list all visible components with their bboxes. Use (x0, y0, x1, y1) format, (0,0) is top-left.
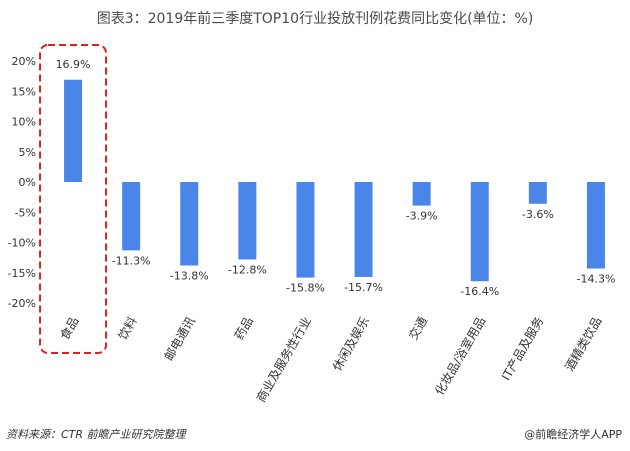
data-label: -14.3% (576, 273, 615, 286)
x-tick-label: 化妆品/浴室用品 (431, 314, 488, 398)
bar (470, 182, 489, 282)
data-label: -15.7% (344, 281, 383, 294)
chart-title: 图表3：2019年前三季度TOP10行业投放刊例花费同比变化(单位：%) (96, 11, 534, 27)
y-tick-label: 5% (19, 146, 36, 159)
bar (528, 182, 547, 204)
bar (64, 79, 83, 182)
y-axis: 20% 15% 10% 5% 0% -5% -10% -15% -20% (8, 55, 36, 310)
x-tick-label: 休闲及娱乐 (330, 315, 372, 374)
x-tick-label: IT产品及服务 (498, 314, 546, 383)
x-tick-label: 药品 (232, 315, 256, 343)
bar (238, 182, 257, 260)
y-tick-label: -10% (8, 237, 36, 250)
data-label: -3.6% (522, 208, 554, 221)
bar (180, 182, 199, 266)
data-label: -12.8% (228, 263, 267, 276)
bars (64, 79, 605, 282)
data-label: 16.9% (56, 58, 91, 71)
source-note: 资料来源：CTR 前瞻产业研究院整理 (6, 428, 186, 441)
brand-credit: @前瞻经济学人APP (524, 428, 622, 441)
y-tick-label: 20% (12, 55, 36, 68)
y-tick-label: 0% (19, 176, 36, 189)
bar (122, 182, 141, 251)
y-tick-label: -5% (15, 206, 36, 219)
y-tick-label: -15% (8, 267, 36, 280)
y-tick-label: 15% (12, 85, 36, 98)
highlight-box (39, 44, 108, 354)
y-tick-label: -20% (8, 297, 36, 310)
bar (354, 182, 373, 277)
x-tick-label: 邮电通讯 (162, 315, 198, 364)
x-tick-label: 食品 (57, 314, 82, 342)
data-label: -11.3% (112, 254, 151, 267)
bar (586, 182, 605, 269)
value-labels: 16.9% -11.3% -13.8% -12.8% -15.8% -15.7% -3.9%… (56, 58, 616, 298)
x-tick-label: 酒精类饮品 (562, 315, 604, 374)
x-tick-label: 交通 (405, 314, 430, 342)
y-tick-label: 10% (12, 116, 36, 129)
bar (296, 182, 315, 278)
data-label: -13.8% (170, 269, 209, 282)
x-tick-label: 商业及服务性行业 (253, 314, 314, 405)
bar (412, 182, 431, 206)
data-label: -15.8% (286, 282, 325, 295)
data-label: -16.4% (460, 285, 499, 298)
data-label: -3.9% (406, 210, 438, 223)
x-tick-label: 饮料 (116, 315, 140, 343)
